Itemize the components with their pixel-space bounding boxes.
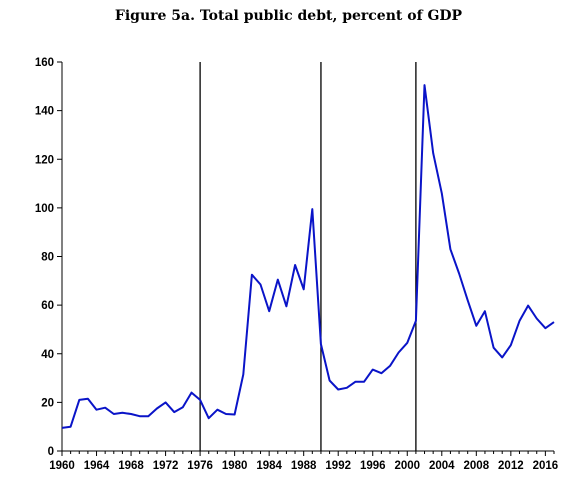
x-tick-label: 1972 [153, 460, 179, 472]
y-tick-label: 140 [35, 106, 54, 118]
x-tick-label: 2004 [429, 460, 455, 472]
y-tick-label: 120 [35, 154, 54, 166]
x-tick-label: 2008 [464, 460, 490, 472]
y-tick-label: 100 [35, 203, 54, 215]
x-tick-label: 2000 [394, 460, 420, 472]
x-tick-label: 2016 [533, 460, 559, 472]
y-tick-label: 40 [41, 349, 54, 361]
x-tick-label: 1976 [187, 460, 213, 472]
y-axis-ticks: 0 20 40 60 80 100 120 140 160 [35, 57, 62, 458]
x-tick-label: 1980 [222, 460, 248, 472]
series-line-0 [61, 84, 555, 429]
x-tick-label: 1984 [256, 460, 282, 472]
x-tick-label: 1960 [49, 460, 75, 472]
y-tick-label: 0 [48, 446, 54, 458]
x-tick-label: 1996 [360, 460, 386, 472]
x-tick-label: 1988 [291, 460, 317, 472]
chart-title: Figure 5a. Total public debt, percent of… [114, 8, 463, 24]
x-axis-ticks: 1960 1964 1968 1972 1976 1980 1984 1988 1992 1996… [49, 451, 558, 472]
y-tick-label: 20 [41, 397, 54, 409]
x-tick-label: 1964 [84, 460, 110, 472]
y-tick-label: 60 [41, 300, 54, 312]
reference-lines [199, 62, 417, 451]
x-tick-label: 1968 [118, 460, 144, 472]
y-tick-label: 160 [35, 57, 54, 69]
x-tick-label: 2012 [498, 460, 524, 472]
x-tick-label: 1992 [325, 460, 351, 472]
y-tick-label: 80 [41, 252, 54, 264]
series-group [61, 84, 555, 429]
